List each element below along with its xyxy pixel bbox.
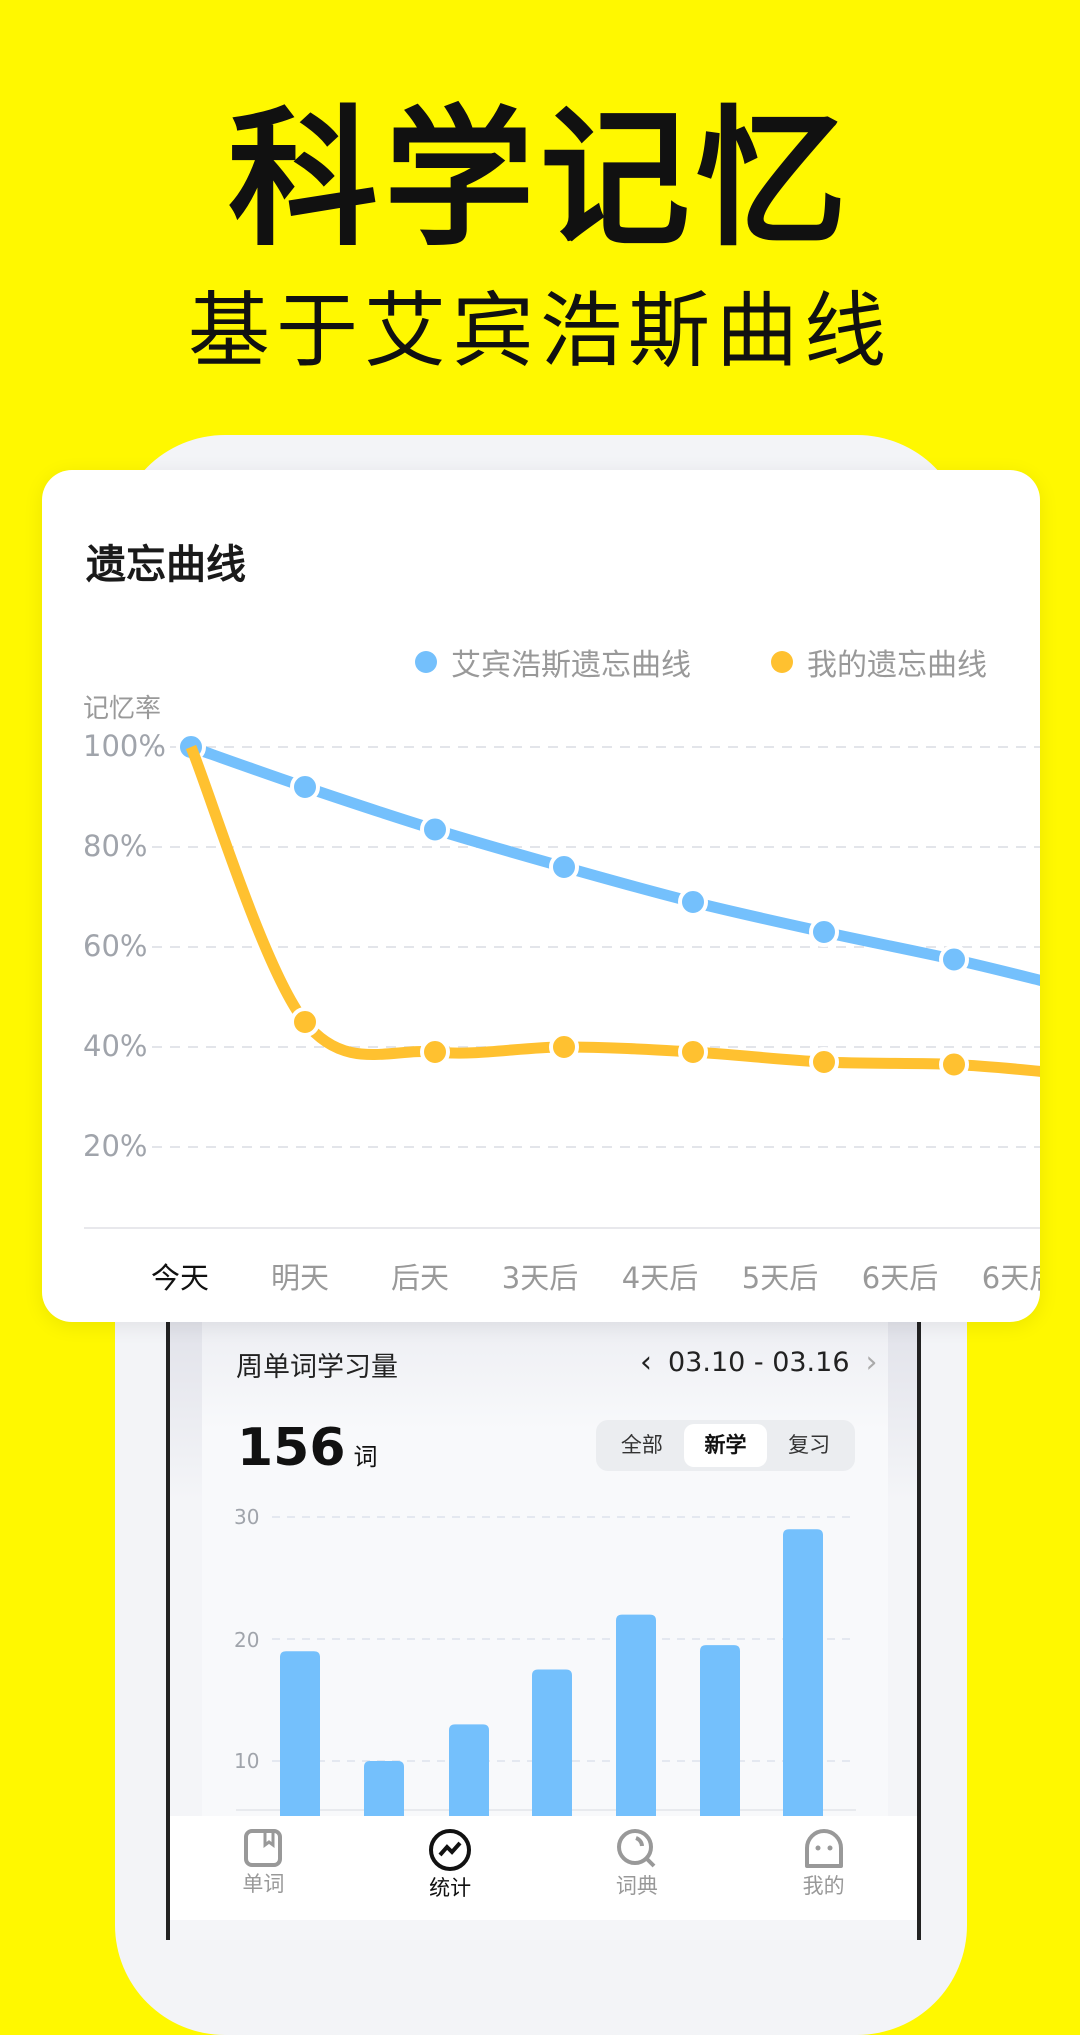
data-point	[290, 1007, 320, 1037]
x-tick: 今天	[150, 1261, 209, 1295]
x-tick: 3天后	[501, 1261, 579, 1295]
data-point	[420, 1037, 450, 1067]
x-tick: 5天后	[741, 1261, 819, 1295]
bar-ytick: 30	[234, 1505, 260, 1529]
x-tick: 明天	[270, 1261, 329, 1295]
data-point	[420, 814, 450, 845]
line-chart	[84, 732, 1040, 1229]
nav-label: 统计	[429, 1876, 472, 1900]
tab-new[interactable]: 新学	[683, 1424, 768, 1467]
date-range: ‹ 03.10 - 03.16 ›	[640, 1345, 878, 1380]
bar	[700, 1645, 740, 1816]
bar	[280, 1651, 320, 1816]
bar	[783, 1529, 823, 1816]
filter-segmented: 全部 新学 复习	[596, 1420, 855, 1471]
data-point	[549, 852, 579, 882]
hero-subtitle: 基于艾宾浩斯曲线	[187, 284, 892, 379]
legend-mine: 我的遗忘曲线	[771, 640, 987, 684]
legend-label: 艾宾浩斯遗忘曲线	[451, 648, 691, 683]
nav-stats[interactable]: 统计	[357, 1816, 544, 1920]
chart-title: 遗忘曲线	[86, 542, 246, 588]
series-line	[185, 744, 1040, 1077]
legend-dot	[415, 651, 437, 673]
bar	[364, 1761, 404, 1816]
bar	[532, 1669, 572, 1816]
ghost-icon	[804, 1829, 843, 1868]
book-icon	[244, 1829, 283, 1867]
x-tick: 6天后	[861, 1261, 939, 1295]
legend-dot	[771, 651, 793, 673]
y-tick: 60%	[83, 929, 148, 963]
bar-ytick: 20	[234, 1628, 260, 1652]
x-tick: 6天后	[981, 1261, 1040, 1295]
bar-chart	[236, 1516, 856, 1816]
nav-label: 词典	[615, 1874, 658, 1898]
y-tick: 100%	[83, 729, 166, 763]
x-tick: 4天后	[621, 1261, 699, 1295]
nav-words[interactable]: 单词	[170, 1816, 357, 1920]
chart-icon	[429, 1829, 472, 1871]
date-range-text: 03.10 - 03.16	[668, 1347, 850, 1378]
search-icon	[616, 1829, 656, 1868]
data-point	[290, 772, 320, 802]
y-tick: 20%	[83, 1129, 148, 1163]
next-week-icon[interactable]: ›	[865, 1345, 878, 1380]
data-point	[549, 1032, 579, 1062]
legend-ebbinghaus: 艾宾浩斯遗忘曲线	[415, 640, 691, 684]
forgetting-curve-card: 遗忘曲线 艾宾浩斯遗忘曲线 我的遗忘曲线 记忆率 100% 80% 60% 40% 20…	[42, 470, 1040, 1322]
weekly-title: 周单词学习量	[236, 1352, 398, 1383]
bar	[616, 1614, 656, 1816]
data-point	[678, 887, 708, 917]
bottom-nav: 单词 统计 词典 我的	[170, 1816, 917, 1920]
data-point	[939, 944, 969, 975]
nav-label: 我的	[802, 1874, 845, 1898]
y-tick: 80%	[83, 829, 148, 863]
tab-review[interactable]: 复习	[788, 1433, 831, 1457]
bar-ytick: 10	[234, 1749, 260, 1773]
data-point	[678, 1037, 708, 1067]
bar	[449, 1724, 489, 1816]
y-axis-label: 记忆率	[83, 694, 162, 724]
data-point	[939, 1049, 969, 1080]
count-unit: 词	[353, 1443, 378, 1471]
count-value: 156	[237, 1418, 346, 1478]
tab-all[interactable]: 全部	[620, 1433, 663, 1457]
word-count: 156 词	[237, 1418, 378, 1478]
nav-dictionary[interactable]: 词典	[544, 1816, 731, 1920]
x-tick: 后天	[390, 1261, 449, 1295]
nav-me[interactable]: 我的	[730, 1816, 917, 1920]
nav-label: 单词	[242, 1872, 285, 1896]
series-line	[189, 741, 1040, 986]
data-point	[809, 1047, 839, 1077]
data-point	[809, 917, 839, 947]
y-tick: 40%	[83, 1029, 148, 1063]
prev-week-icon[interactable]: ‹	[640, 1345, 652, 1380]
hero-title: 科学记忆	[227, 93, 852, 267]
legend-label: 我的遗忘曲线	[807, 648, 987, 683]
